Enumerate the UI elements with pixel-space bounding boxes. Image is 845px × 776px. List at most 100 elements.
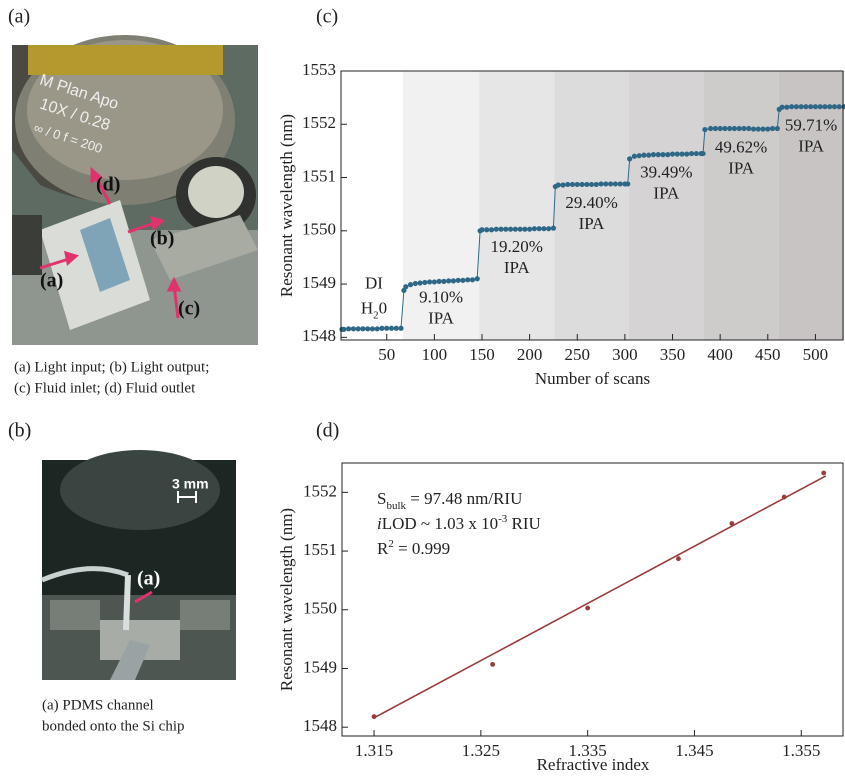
data-point bbox=[608, 181, 613, 186]
data-point bbox=[684, 151, 689, 156]
panel-label: (d) bbox=[316, 420, 339, 442]
data-point bbox=[656, 152, 661, 157]
region-label: 29.40% bbox=[565, 193, 617, 212]
data-point bbox=[741, 126, 746, 131]
data-point bbox=[789, 104, 794, 109]
data-point bbox=[646, 153, 651, 158]
data-point bbox=[782, 495, 787, 500]
panel-label: (a) bbox=[8, 6, 30, 28]
data-point bbox=[422, 280, 427, 285]
data-point bbox=[403, 284, 408, 289]
data-point bbox=[770, 126, 775, 131]
data-point bbox=[670, 151, 675, 156]
data-point bbox=[489, 227, 494, 232]
y-tick-label: 1552 bbox=[303, 481, 337, 500]
region-label: IPA bbox=[504, 258, 531, 277]
data-point bbox=[660, 152, 665, 157]
panel-label: (c) bbox=[316, 6, 338, 28]
x-tick-label: 150 bbox=[469, 345, 495, 364]
data-point bbox=[708, 126, 713, 131]
photo-label: (a) bbox=[40, 270, 63, 292]
data-point bbox=[508, 227, 513, 232]
data-point bbox=[702, 127, 707, 132]
data-point bbox=[585, 606, 590, 611]
y-tick-label: 1549 bbox=[303, 657, 337, 676]
annotation-part: bulk bbox=[386, 500, 406, 512]
x-tick-label: 100 bbox=[422, 345, 448, 364]
data-point bbox=[470, 277, 475, 282]
data-point bbox=[727, 126, 732, 131]
data-point bbox=[794, 104, 799, 109]
data-point bbox=[441, 279, 446, 284]
x-tick-label: 250 bbox=[565, 345, 591, 364]
x-tick-label: 450 bbox=[755, 345, 781, 364]
y-axis-label: Resonant wavelength (nm) bbox=[277, 508, 296, 691]
x-tick-label: 300 bbox=[612, 345, 638, 364]
annotation: R2 = 0.999 bbox=[377, 538, 450, 558]
data-point bbox=[579, 182, 584, 187]
data-point bbox=[632, 154, 637, 159]
x-tick-label: 1.315 bbox=[355, 741, 393, 760]
region bbox=[629, 71, 704, 340]
data-point bbox=[365, 326, 370, 331]
y-tick-label: 1551 bbox=[303, 540, 337, 559]
region-label: 39.49% bbox=[640, 162, 692, 181]
region-label: 9.10% bbox=[419, 288, 463, 307]
data-point bbox=[460, 278, 465, 283]
data-point bbox=[546, 226, 551, 231]
data-point bbox=[589, 182, 594, 187]
data-point bbox=[417, 280, 422, 285]
data-point bbox=[465, 277, 470, 282]
x-tick-label: 350 bbox=[660, 345, 686, 364]
data-point bbox=[641, 153, 646, 158]
x-axis-label: Refractive index bbox=[537, 755, 650, 774]
data-point bbox=[451, 278, 456, 283]
annotation-part: 0 bbox=[379, 298, 388, 317]
caption: bonded onto the Si chip bbox=[42, 718, 185, 734]
data-point bbox=[594, 182, 599, 187]
data-point bbox=[676, 556, 681, 561]
data-point bbox=[527, 227, 532, 232]
data-point bbox=[718, 126, 723, 131]
data-point bbox=[490, 662, 495, 667]
annotation-part: = 97.48 nm/RIU bbox=[406, 489, 522, 508]
data-point bbox=[560, 182, 565, 187]
data-point bbox=[432, 279, 437, 284]
caption: (c) Fluid inlet; (d) Fluid outlet bbox=[14, 380, 196, 396]
y-tick-label: 1553 bbox=[302, 60, 336, 79]
data-point bbox=[484, 227, 489, 232]
data-point bbox=[356, 326, 361, 331]
annotation-part: R bbox=[377, 539, 389, 558]
data-point bbox=[737, 126, 742, 131]
y-tick-label: 1550 bbox=[303, 599, 337, 618]
photo-label: (d) bbox=[96, 174, 120, 196]
data-point bbox=[765, 126, 770, 131]
x-tick-label: 50 bbox=[378, 345, 395, 364]
data-point bbox=[437, 279, 442, 284]
data-point bbox=[784, 105, 789, 110]
y-tick-label: 1552 bbox=[302, 113, 336, 132]
data-point bbox=[598, 181, 603, 186]
data-point bbox=[837, 104, 842, 109]
data-point bbox=[584, 182, 589, 187]
data-point bbox=[751, 126, 756, 131]
data-point bbox=[713, 126, 718, 131]
data-point bbox=[503, 227, 508, 232]
x-tick-label: 500 bbox=[803, 345, 829, 364]
annotation-part: H bbox=[361, 298, 373, 317]
y-tick-label: 1550 bbox=[302, 220, 336, 239]
data-point bbox=[384, 326, 389, 331]
data-point bbox=[565, 182, 570, 187]
data-point bbox=[522, 227, 527, 232]
data-point bbox=[813, 104, 818, 109]
data-point bbox=[351, 326, 356, 331]
annotation: Sbulk = 97.48 nm/RIU bbox=[377, 489, 522, 512]
data-point bbox=[700, 151, 705, 156]
region-label: 19.20% bbox=[491, 237, 543, 256]
region-label: IPA bbox=[798, 137, 825, 156]
y-tick-label: 1549 bbox=[302, 273, 336, 292]
annotation: DI bbox=[365, 273, 383, 292]
x-tick-label: 1.345 bbox=[675, 741, 713, 760]
data-point bbox=[446, 278, 451, 283]
photo-label: (b) bbox=[150, 228, 174, 250]
